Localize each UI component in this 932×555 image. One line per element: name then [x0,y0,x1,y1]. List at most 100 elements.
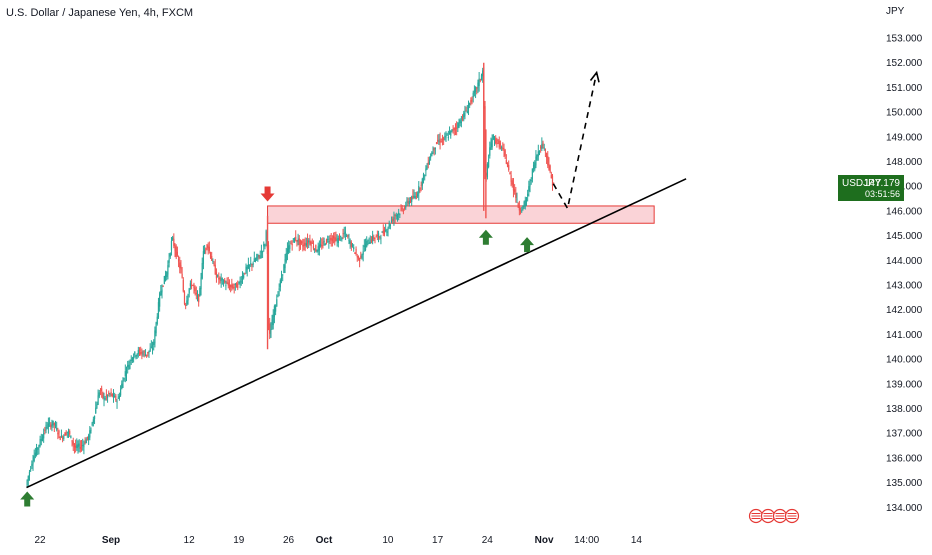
candle-100 [144,349,147,357]
candle-body [452,129,454,131]
candle-body [527,193,529,197]
candle-body [470,100,472,103]
candle-161 [217,274,219,278]
candle-261 [335,231,337,242]
candle-body [264,245,266,247]
candle-body [194,287,196,291]
candle-body [517,203,519,208]
candle-body [133,356,135,359]
candle-13 [41,434,44,442]
candle-348 [438,133,440,146]
candle-189 [250,256,252,268]
y-tick-label: 135.000 [886,478,923,489]
candle-295 [375,234,377,238]
candle-233 [302,238,304,252]
candle-body [174,245,176,251]
candle-body [325,239,328,244]
candle-body [408,200,410,205]
candle-body [510,175,512,182]
candle-136 [187,293,189,305]
candle-34 [66,431,68,438]
candle-358 [450,130,452,139]
candle-191 [252,261,254,268]
candle-431 [536,154,538,161]
candle-116 [163,275,165,285]
candle-332 [419,187,421,193]
candle-188 [248,264,251,272]
candle-407 [508,160,510,172]
candle-320 [405,201,407,210]
candle-48 [83,440,85,455]
candle-53 [89,426,91,441]
candle-269 [344,226,347,241]
candle-body [119,389,122,396]
candle-body [241,275,244,281]
candle-body [400,209,402,211]
candle-body [189,283,192,287]
candle-236 [305,237,307,248]
y-tick-label: 144.000 [886,256,923,267]
candle-body [131,357,134,361]
candle-body [444,136,446,138]
candle-body [348,239,350,242]
candle-body [511,180,513,185]
candle-111 [157,297,160,319]
candle-72 [111,393,113,398]
candle-414 [516,192,518,204]
candle-body [402,210,405,212]
candle-309 [392,216,394,225]
candle-376 [471,96,473,105]
candle-8 [35,443,38,457]
candle-378 [473,85,476,97]
candle-body [90,429,92,431]
candle-body [130,359,132,361]
candle-139 [190,278,193,290]
candle-body [383,229,386,235]
candle-body [351,244,354,246]
candle-body [291,244,293,246]
candle-body [374,237,376,239]
candle-106 [151,341,154,355]
candle-body [65,432,67,436]
candle-body [412,196,414,199]
candle-body [166,271,168,277]
candle-body [40,439,42,441]
candle-259 [332,232,335,244]
candle-body [238,281,240,283]
candle-400 [499,140,502,150]
candle-300 [381,231,383,233]
candle-body [84,441,86,444]
candle-body [41,437,44,441]
candle-body [312,246,315,249]
candle-57 [93,415,96,425]
candle-391 [489,141,491,159]
candle-197 [259,250,261,259]
candle-body [27,475,29,481]
candle-215 [280,270,283,284]
candle-104 [149,343,151,352]
candle-71 [110,388,112,397]
candle-body [550,174,552,179]
candle-248 [319,237,322,248]
candle-232 [301,240,303,246]
candle-body [125,372,128,375]
candle-body [62,437,64,439]
candle-body [149,348,151,352]
candle-body [388,223,390,228]
x-tick-label: 24 [482,535,494,546]
candle-273 [349,238,351,249]
candle-192 [253,251,255,262]
candle-297 [377,230,380,243]
candle-body [396,214,399,218]
candle-body [329,238,331,242]
candle-body [237,283,239,289]
candle-body [159,293,161,307]
candle-263 [337,235,339,248]
candle-body [117,397,119,399]
candle-body [502,148,504,150]
candle-180 [239,276,241,289]
y-tick-label: 134.000 [886,503,923,514]
candle-405 [505,154,507,165]
candle-body [248,264,251,266]
